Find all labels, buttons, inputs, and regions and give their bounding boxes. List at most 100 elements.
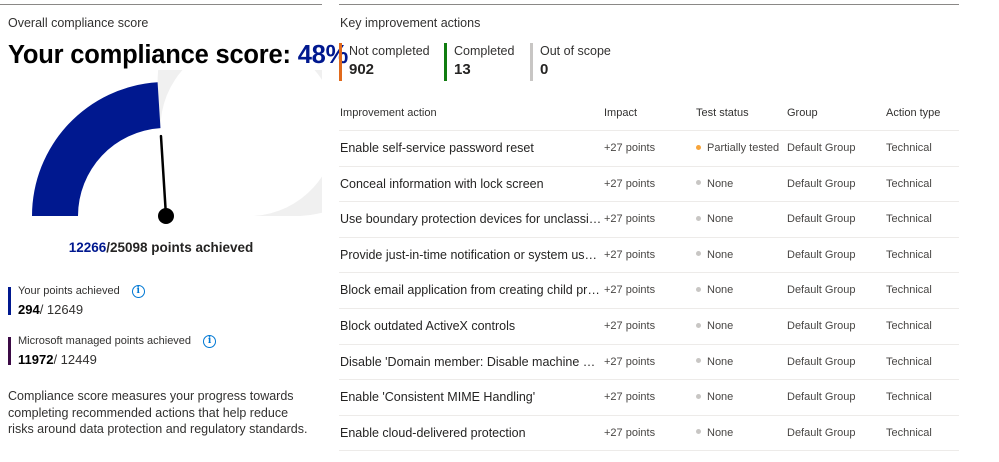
improvement-action-name[interactable]: Block outdated ActiveX controls [340, 318, 516, 333]
status-dot-icon [696, 429, 701, 435]
column-header-action-type[interactable]: Action type [886, 107, 941, 119]
gauge-needle [159, 134, 168, 218]
improvement-action-name[interactable]: Enable 'Consistent MIME Handling' [340, 390, 536, 405]
impact-value: +27 points [604, 319, 656, 332]
improvement-actions-table: Improvement action Impact Test status Gr… [339, 96, 959, 452]
group-value: Default Group [787, 177, 856, 190]
info-icon[interactable]: i [203, 334, 217, 348]
column-header-group[interactable]: Group [787, 107, 818, 119]
test-status-label: None [707, 284, 734, 297]
group-value: Default Group [787, 355, 856, 368]
test-status: None [696, 249, 733, 261]
test-status: None [696, 320, 733, 332]
improvement-actions-title: Key improvement actions [340, 16, 481, 30]
improvement-action-name[interactable]: Disable 'Domain member: Disable machine … [340, 354, 602, 369]
test-status: None [696, 427, 733, 439]
table-row[interactable]: Block outdated ActiveX controls +27 point… [339, 309, 959, 345]
action-type-value: Technical [886, 142, 932, 154]
test-status: None [696, 178, 733, 190]
summary-count: 0 [540, 61, 549, 78]
improvement-action-name[interactable]: Enable cloud-delivered protection [340, 425, 526, 440]
test-status-label: None [707, 248, 734, 261]
status-dot-icon [696, 393, 701, 399]
summary-label: Not completed [349, 44, 430, 58]
overall-score-panel: Overall compliance score Your compliance… [0, 0, 348, 462]
table-row[interactable]: Disable 'Domain member: Disable machine … [339, 345, 959, 381]
summary-not-completed[interactable]: Not completed 902 [339, 43, 430, 81]
impact-value: +27 points [604, 426, 656, 439]
column-header-test-status[interactable]: Test status [696, 107, 749, 119]
compliance-score-heading: Your compliance score: 48% [8, 41, 348, 70]
test-status: None [696, 356, 733, 368]
gauge-track [157, 70, 322, 216]
action-type-value: Technical [886, 177, 932, 190]
status-dot-icon [696, 144, 701, 150]
status-dot-icon [696, 251, 701, 257]
improvement-action-name[interactable]: Provide just-in-time notification or sys… [340, 247, 602, 262]
test-status-label: None [707, 391, 734, 404]
summary-label: Completed [454, 44, 515, 58]
test-status: None [696, 391, 733, 403]
column-header-action[interactable]: Improvement action [340, 107, 437, 119]
your-points-achieved: 294 [18, 302, 40, 317]
score-prefix: Your compliance score: [8, 41, 291, 69]
gauge-fill [32, 82, 161, 216]
table-row[interactable]: Enable cloud-delivered protection +27 poi… [339, 416, 959, 452]
microsoft-points-label-row: Microsoft managed points achieved i [18, 334, 217, 348]
status-dot-icon [696, 286, 701, 292]
group-value: Default Group [787, 142, 856, 154]
your-points-stat: Your points achieved i 294/ 12649 [8, 284, 145, 317]
status-dot-icon [696, 358, 701, 364]
microsoft-points-label: Microsoft managed points achieved [18, 335, 192, 347]
action-type-value: Technical [886, 319, 932, 332]
impact-value: +27 points [604, 355, 656, 368]
overall-score-title: Overall compliance score [8, 16, 149, 30]
status-dot-icon [696, 180, 701, 186]
action-type-value: Technical [886, 391, 932, 404]
test-status-label: None [707, 426, 734, 439]
improvement-actions-panel: Key improvement actions Not completed 90… [339, 0, 999, 462]
table-row[interactable]: Enable 'Consistent MIME Handling' +27 poi… [339, 380, 959, 416]
section-divider [339, 4, 959, 5]
summary-count: 13 [454, 61, 471, 78]
group-value: Default Group [787, 213, 856, 226]
info-icon[interactable]: i [131, 284, 145, 298]
table-row[interactable]: Use boundary protection devices for uncl… [339, 202, 959, 238]
table-body: Enable self-service password reset +27 po… [339, 131, 959, 452]
test-status: None [696, 284, 733, 296]
microsoft-points-achieved: 11972 [18, 352, 54, 367]
your-points-bar [8, 287, 11, 315]
section-divider [0, 4, 322, 5]
test-status-label: Partially tested [707, 142, 780, 154]
your-points-total: / 12649 [39, 302, 84, 317]
summary-label: Out of scope [540, 44, 611, 58]
impact-value: +27 points [604, 284, 656, 297]
improvement-action-name[interactable]: Enable self-service password reset [340, 141, 534, 155]
summary-completed[interactable]: Completed 13 [444, 43, 514, 81]
table-header: Improvement action Impact Test status Gr… [339, 96, 959, 131]
table-row[interactable]: Provide just-in-time notification or sys… [339, 238, 959, 274]
impact-value: +27 points [604, 391, 656, 404]
test-status-label: None [707, 177, 734, 190]
action-type-value: Technical [886, 248, 932, 261]
status-dot-icon [696, 215, 701, 221]
action-type-value: Technical [886, 355, 932, 368]
improvement-action-name[interactable]: Conceal information with lock screen [340, 176, 544, 191]
summary-out-of-scope[interactable]: Out of scope 0 [530, 43, 611, 81]
table-row[interactable]: Block email application from creating ch… [339, 273, 959, 309]
summary-bar [339, 43, 342, 81]
test-status: None [696, 213, 733, 225]
column-header-impact[interactable]: Impact [604, 107, 638, 119]
your-points-value: 294/ 12649 [18, 302, 145, 317]
your-points-label: Your points achieved [18, 285, 120, 297]
improvement-action-name[interactable]: Block email application from creating ch… [340, 283, 602, 298]
action-type-value: Technical [886, 213, 932, 226]
table-row[interactable]: Conceal information with lock screen +27 … [339, 167, 959, 203]
impact-value: +27 points [604, 248, 656, 261]
improvement-action-name[interactable]: Use boundary protection devices for uncl… [340, 212, 602, 227]
group-value: Default Group [787, 391, 856, 404]
test-status: Partially tested [696, 142, 779, 154]
group-value: Default Group [787, 426, 856, 439]
impact-value: +27 points [604, 177, 656, 190]
table-row[interactable]: Enable self-service password reset +27 po… [339, 131, 959, 167]
